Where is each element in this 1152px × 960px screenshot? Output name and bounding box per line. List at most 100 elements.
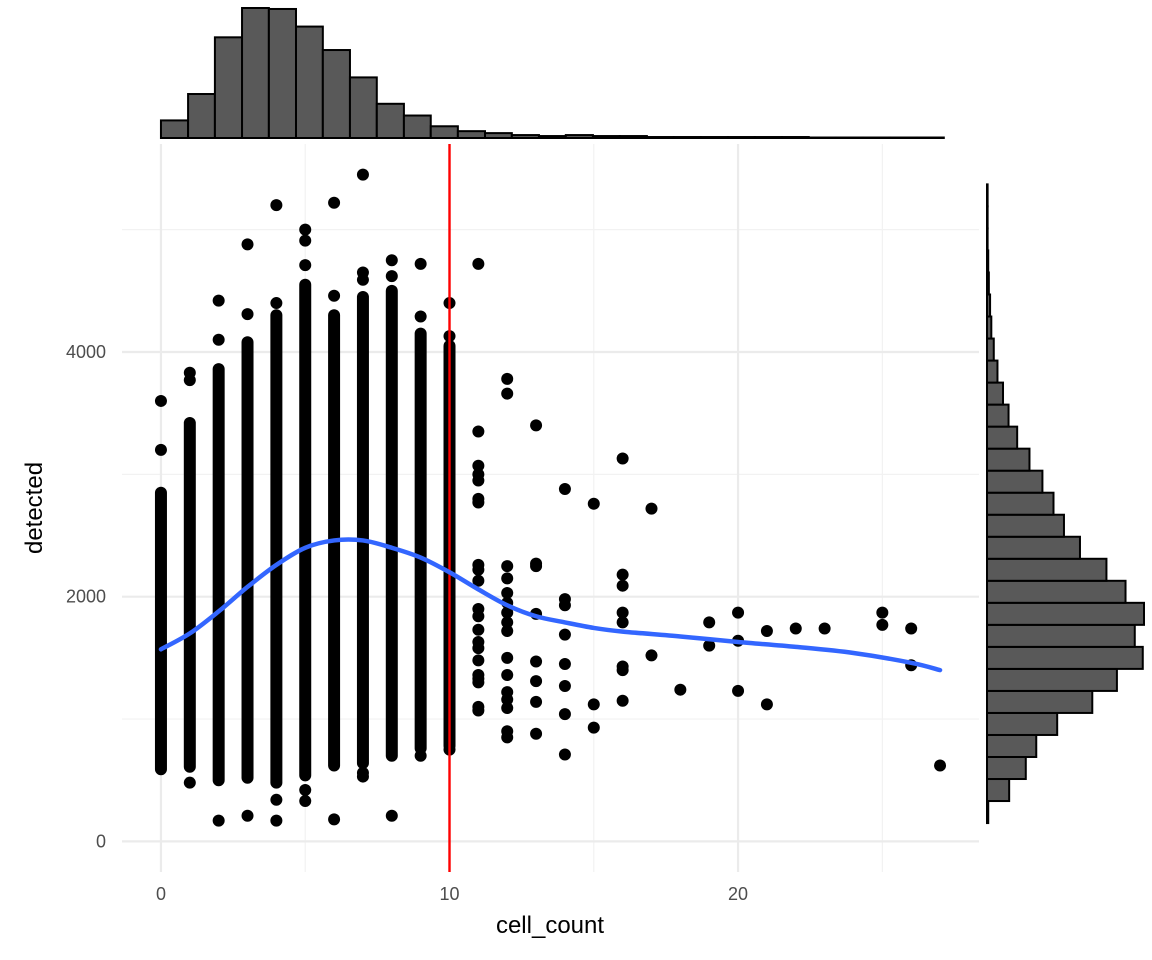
scatter-point: [472, 474, 485, 487]
dense-point-column: [212, 363, 225, 787]
scatter-point: [385, 254, 398, 267]
scatter-point: [558, 748, 571, 761]
top-histogram-bar: [672, 136, 702, 139]
scatter-point: [501, 702, 514, 715]
scatter-point: [356, 770, 369, 783]
top-histogram-bar: [564, 134, 594, 140]
right-histogram-bar: [986, 381, 1005, 406]
right-histogram-bar: [986, 337, 995, 362]
scatter-point: [732, 684, 745, 697]
scatter-point: [212, 294, 225, 307]
scatter-point: [501, 624, 514, 637]
scatter-point: [558, 680, 571, 693]
scatter-point: [645, 502, 658, 515]
right-histogram-bar: [986, 733, 1038, 758]
scatter-point: [472, 676, 485, 689]
dense-point-column: [154, 486, 167, 776]
right-histogram-bar: [986, 755, 1027, 781]
scatter-point: [876, 606, 889, 619]
scatter-point: [760, 624, 773, 637]
dense-point-column: [270, 309, 283, 789]
dense-point-column: [183, 416, 196, 773]
right-histogram-bar: [986, 778, 1011, 803]
x-tick-label: 0: [156, 884, 166, 904]
scatter-point: [530, 695, 543, 708]
top-histogram-bar: [645, 136, 675, 139]
top-histogram-bar: [456, 130, 486, 140]
scatter-point: [703, 616, 716, 629]
top-histogram-bar: [429, 125, 459, 139]
top-histogram-bar: [213, 36, 244, 139]
scatter-point: [472, 257, 485, 270]
scatter-point: [414, 257, 427, 270]
grid-lines: [122, 144, 979, 872]
scatter-point: [587, 721, 600, 734]
scatter-point: [732, 606, 745, 619]
top-histogram-bar: [537, 135, 567, 140]
top-histogram-bar: [241, 7, 270, 139]
scatter-point: [818, 622, 831, 635]
right-histogram-bar: [986, 315, 993, 340]
scatter-point: [472, 496, 485, 509]
scatter-point: [501, 572, 514, 585]
scatter-point: [472, 642, 485, 655]
scatter-point: [241, 809, 254, 822]
scatter-point: [501, 560, 514, 573]
scatter-point: [558, 708, 571, 721]
scatter-point: [328, 813, 341, 826]
scatter-point: [530, 727, 543, 740]
right-histogram-bar: [986, 800, 990, 825]
top-histogram-bar: [591, 135, 621, 140]
x-tick-label: 20: [728, 884, 748, 904]
top-histogram-bar: [753, 136, 783, 139]
right-histogram-bar: [986, 469, 1044, 494]
scatter-point: [328, 196, 341, 209]
scatter-point: [472, 623, 485, 636]
top-histogram-bar: [187, 93, 216, 139]
scatter-point: [530, 655, 543, 668]
right-histogram-bar: [986, 645, 1144, 670]
scatter-point: [558, 599, 571, 612]
scatter-point: [241, 308, 254, 321]
right-histogram-bar: [986, 557, 1108, 582]
right-histogram-bar: [986, 579, 1127, 604]
scatter-point: [530, 419, 543, 432]
right-histogram-bar: [986, 249, 990, 274]
right-histogram-bar: [986, 711, 1059, 736]
y-axis-title: detected: [21, 462, 48, 554]
scatter-point: [472, 654, 485, 667]
right-histogram-bar: [986, 513, 1065, 538]
top-histogram-bar: [159, 119, 190, 139]
scatter-point: [501, 606, 514, 619]
top-histogram-bar: [726, 136, 756, 139]
dense-point-column: [385, 284, 398, 762]
scatter-point: [270, 199, 283, 212]
right-histogram-bar: [986, 403, 1010, 428]
right-histogram-bar: [986, 359, 999, 384]
top-marginal-histogram: [159, 7, 945, 140]
scatter-point: [356, 273, 369, 286]
scatter-point: [905, 622, 918, 635]
scatter-point: [501, 387, 514, 400]
right-histogram-bar: [986, 689, 1094, 714]
right-histogram-bar: [986, 205, 989, 230]
scatter-point: [299, 234, 312, 247]
right-histogram-bar: [986, 227, 989, 252]
scatter-point: [501, 616, 514, 629]
right-histogram-bar: [986, 425, 1019, 450]
dense-point-column: [241, 336, 254, 784]
right-histogram-bar: [986, 183, 989, 208]
scatter-point: [299, 795, 312, 808]
scatter-point: [154, 394, 167, 407]
scatter-point: [414, 310, 427, 323]
scatter-point: [385, 270, 398, 283]
scatter-point: [616, 694, 629, 707]
top-histogram-bar: [483, 132, 513, 139]
axis-labels: cell_count detected 0 10 20 0 2000 4000: [21, 342, 748, 939]
scatter-point: [270, 814, 283, 827]
smooth-curve-group: [158, 537, 943, 673]
scatter-point: [472, 563, 485, 576]
scatter-point: [501, 372, 514, 385]
scatter-point: [385, 809, 398, 822]
